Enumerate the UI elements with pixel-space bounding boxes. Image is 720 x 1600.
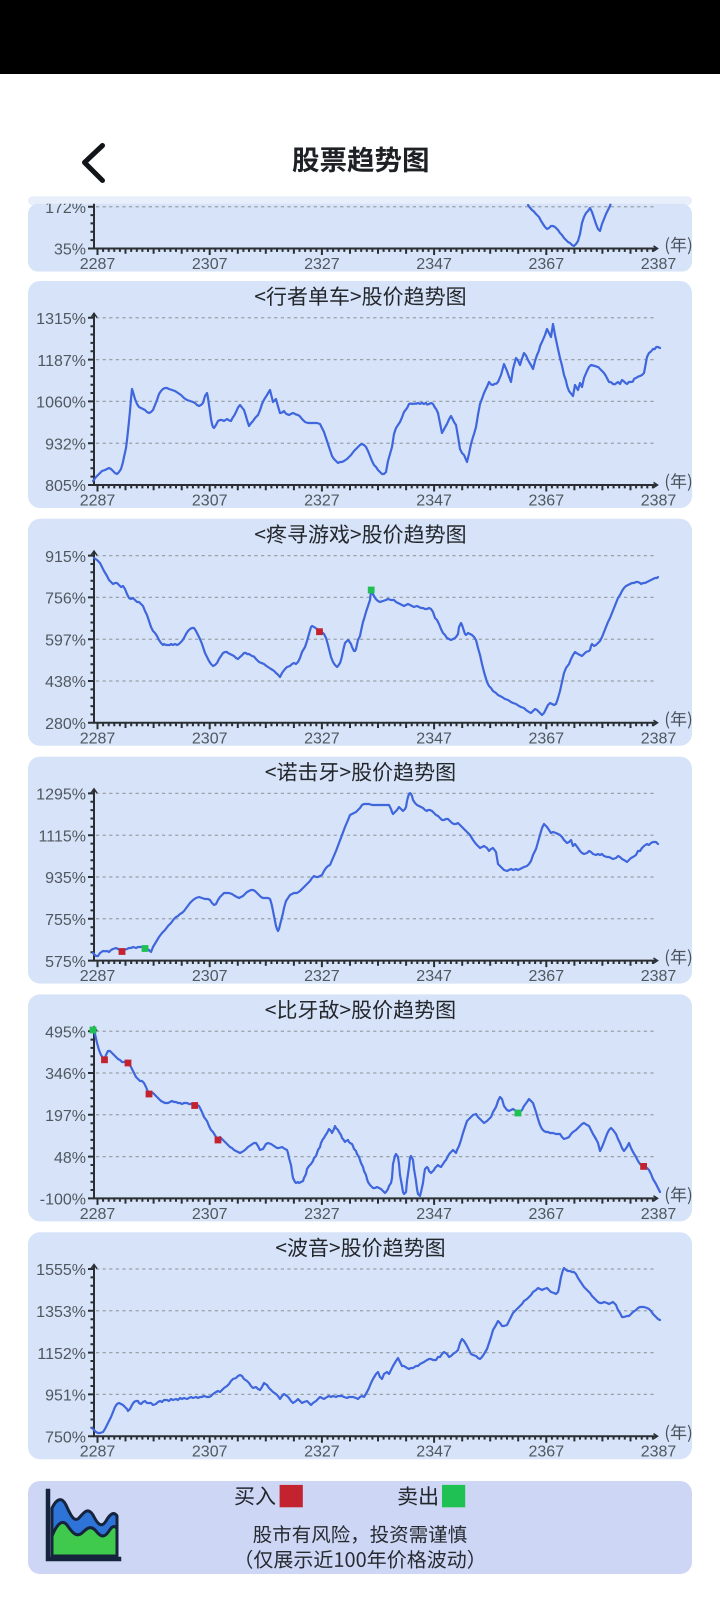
svg-text:197%: 197% (45, 1108, 86, 1125)
svg-text:2347: 2347 (416, 968, 452, 985)
svg-text:48%: 48% (54, 1150, 86, 1167)
svg-text:805%: 805% (45, 478, 86, 495)
svg-text:932%: 932% (45, 436, 86, 453)
svg-text:2347: 2347 (416, 256, 452, 273)
svg-text:2287: 2287 (80, 256, 116, 273)
svg-text:1315%: 1315% (36, 311, 86, 328)
svg-text:1295%: 1295% (36, 787, 86, 804)
svg-text:346%: 346% (45, 1066, 86, 1083)
svg-text:2307: 2307 (192, 493, 228, 510)
svg-text:2327: 2327 (304, 493, 340, 510)
svg-text:2347: 2347 (416, 730, 452, 747)
svg-text:2287: 2287 (80, 968, 116, 985)
svg-text:1060%: 1060% (36, 395, 86, 412)
svg-text:2367: 2367 (529, 968, 565, 985)
svg-text:-100%: -100% (40, 1192, 86, 1209)
svg-text:2387: 2387 (641, 730, 677, 747)
svg-text:2327: 2327 (304, 730, 340, 747)
svg-text:495%: 495% (45, 1024, 86, 1041)
svg-text:172%: 172% (45, 200, 86, 217)
svg-text:1187%: 1187% (37, 353, 86, 370)
svg-text:2287: 2287 (80, 730, 116, 747)
svg-text:1353%: 1353% (36, 1304, 86, 1321)
svg-text:2367: 2367 (529, 1444, 565, 1461)
svg-text:1555%: 1555% (36, 1262, 86, 1279)
svg-text:2327: 2327 (304, 968, 340, 985)
svg-text:2307: 2307 (192, 968, 228, 985)
svg-text:755%: 755% (45, 912, 86, 929)
svg-text:2387: 2387 (641, 256, 677, 273)
svg-text:2327: 2327 (304, 1206, 340, 1223)
svg-text:2287: 2287 (80, 1444, 116, 1461)
svg-text:915%: 915% (45, 549, 86, 566)
svg-text:2367: 2367 (529, 730, 565, 747)
svg-text:2347: 2347 (416, 493, 452, 510)
svg-text:280%: 280% (45, 716, 86, 733)
svg-text:2347: 2347 (416, 1206, 452, 1223)
svg-text:750%: 750% (45, 1429, 86, 1446)
svg-text:1115%: 1115% (39, 828, 86, 845)
svg-text:2387: 2387 (641, 493, 677, 510)
svg-text:2387: 2387 (641, 1206, 677, 1223)
svg-text:35%: 35% (54, 242, 86, 259)
svg-text:2327: 2327 (304, 256, 340, 273)
svg-text:2367: 2367 (529, 256, 565, 273)
svg-text:951%: 951% (45, 1388, 86, 1405)
svg-text:2387: 2387 (641, 968, 677, 985)
svg-text:2387: 2387 (641, 1444, 677, 1461)
svg-text:2307: 2307 (192, 256, 228, 273)
svg-text:1152%: 1152% (37, 1346, 86, 1363)
svg-text:2367: 2367 (529, 1206, 565, 1223)
svg-text:2287: 2287 (80, 1206, 116, 1223)
svg-text:575%: 575% (45, 954, 86, 971)
svg-text:2347: 2347 (416, 1444, 452, 1461)
svg-text:2307: 2307 (192, 1206, 228, 1223)
svg-text:438%: 438% (45, 674, 86, 691)
svg-text:2307: 2307 (192, 730, 228, 747)
svg-text:2307: 2307 (192, 1444, 228, 1461)
svg-text:2367: 2367 (529, 493, 565, 510)
svg-text:2327: 2327 (304, 1444, 340, 1461)
svg-text:597%: 597% (45, 632, 86, 649)
svg-text:756%: 756% (45, 591, 86, 608)
svg-text:935%: 935% (45, 870, 86, 887)
svg-text:2287: 2287 (80, 493, 116, 510)
